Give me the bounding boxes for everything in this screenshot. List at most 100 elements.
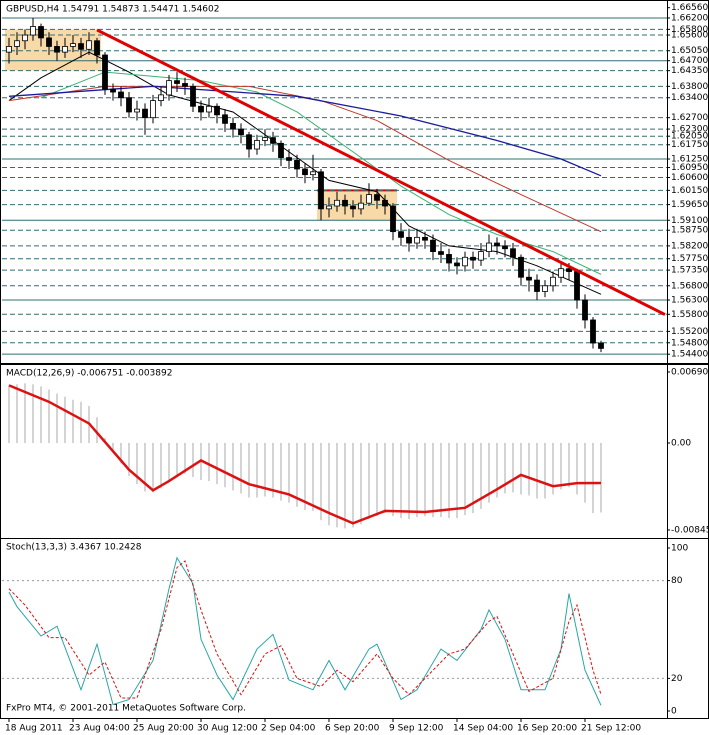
candle-body: [30, 26, 36, 36]
range-box: [5, 29, 101, 71]
candle-body: [206, 105, 212, 113]
y-tick-label: 1.58750: [671, 226, 708, 236]
indicator-line: [8, 384, 602, 525]
candle-body: [390, 205, 396, 233]
y-tick-label: 1.64700: [671, 56, 708, 66]
x-tick-label: 25 Aug 20:00: [133, 724, 194, 734]
copyright: FxPro MT4, © 2001-2011 MetaQuotes Softwa…: [6, 704, 246, 714]
y-tick-label: 1.60950: [671, 163, 708, 173]
y-tick-label: 1.55200: [671, 327, 708, 337]
candle-body: [374, 194, 380, 201]
candle-body: [78, 43, 84, 50]
candle-body: [46, 37, 52, 47]
indicator-line: [8, 85, 602, 177]
trend-line: [96, 28, 666, 316]
y-tick-label: 1.58200: [671, 241, 708, 251]
y-tick-label: 1.56300: [671, 296, 708, 306]
y-tick-label: 1.61750: [671, 140, 708, 150]
candle-body: [134, 108, 140, 113]
candle-body: [502, 245, 508, 250]
candle-body: [558, 268, 564, 278]
candle-body: [422, 236, 428, 241]
y-tick-label: 1.65800: [671, 25, 708, 35]
x-tick-label: 2 Sep 04:00: [261, 724, 316, 734]
candle-body: [598, 342, 604, 349]
candle-body: [190, 85, 196, 107]
candle-body: [310, 171, 316, 176]
candle-body: [326, 205, 332, 210]
candle-body: [126, 97, 132, 113]
candle-body: [494, 242, 500, 247]
x-tick-label: 21 Sep 12:00: [581, 724, 641, 734]
candle-body: [470, 256, 476, 261]
y-tick-label: 1.64350: [671, 66, 708, 76]
candle-body: [166, 80, 172, 96]
x-tick-label: 9 Sep 12:00: [389, 724, 444, 734]
indicator-line: [8, 560, 602, 699]
candle-body: [486, 242, 492, 252]
candle-body: [270, 137, 276, 144]
candle-body: [334, 199, 340, 207]
y-tick-label: 1.65050: [671, 46, 708, 56]
candle-body: [286, 157, 292, 161]
y-tick-label: 1.61250: [671, 154, 708, 164]
candle-body: [454, 262, 460, 267]
x-tick-label: 6 Sep 20:00: [325, 724, 380, 734]
candle-body: [38, 26, 44, 39]
y-tick-label: 1.66560: [671, 3, 708, 13]
plot-area: [2, 556, 667, 706]
plot-area: [8, 383, 602, 529]
candle-body: [102, 54, 108, 90]
candle-body: [150, 100, 156, 119]
y-tick-label: 100: [671, 543, 688, 553]
candle-body: [358, 202, 364, 210]
indicator-line: [8, 556, 602, 706]
candle-body: [534, 279, 540, 292]
x-tick-label: 23 Aug 04:00: [69, 724, 130, 734]
candle-body: [518, 256, 524, 278]
y-tick-label: 1.66200: [671, 13, 708, 23]
candle-body: [398, 231, 404, 238]
candle-body: [238, 128, 244, 136]
candle-body: [222, 114, 228, 124]
candle-body: [446, 254, 452, 264]
candle-body: [302, 168, 308, 176]
panel-title: Stoch(13,3,3) 3.4367 10.2428: [6, 543, 142, 553]
y-tick-label: 1.57750: [671, 254, 708, 264]
y-tick-label: 1.62050: [671, 132, 708, 142]
candle-body: [230, 122, 236, 130]
candle-body: [478, 251, 484, 261]
y-tick-label: 0.00: [671, 438, 691, 448]
candle-body: [118, 91, 124, 99]
candle-body: [542, 285, 548, 292]
candle-body: [438, 251, 444, 255]
y-tick-label: 1.55800: [671, 310, 708, 320]
panel-title: MACD(12,26,9) -0.006751 -0.003892: [6, 369, 172, 379]
candle-body: [278, 142, 284, 158]
candle-body: [318, 171, 324, 210]
y-tick-label: 20: [671, 674, 683, 684]
candle-body: [14, 40, 20, 47]
y-tick-label: 1.62300: [671, 125, 708, 135]
y-tick-label: 1.54400: [671, 350, 708, 360]
candle-body: [86, 40, 92, 50]
candle-body: [566, 268, 572, 272]
y-tick-label: -0.00845: [671, 525, 709, 535]
x-tick-label: 14 Sep 04:00: [453, 724, 513, 734]
candle-body: [54, 46, 60, 53]
candle-body: [406, 236, 412, 244]
candle-body: [158, 94, 164, 101]
indicator-line: [8, 85, 602, 233]
candle-body: [22, 34, 28, 42]
candle-body: [590, 319, 596, 344]
candle-body: [462, 256, 468, 267]
candle-body: [214, 105, 220, 116]
y-tick-label: 1.60600: [671, 173, 708, 183]
candle-body: [350, 205, 356, 210]
y-tick-label: 1.62700: [671, 113, 708, 123]
candle-body: [294, 160, 300, 170]
candle-body: [382, 199, 388, 207]
candle-body: [6, 46, 12, 53]
candle-body: [182, 83, 188, 87]
